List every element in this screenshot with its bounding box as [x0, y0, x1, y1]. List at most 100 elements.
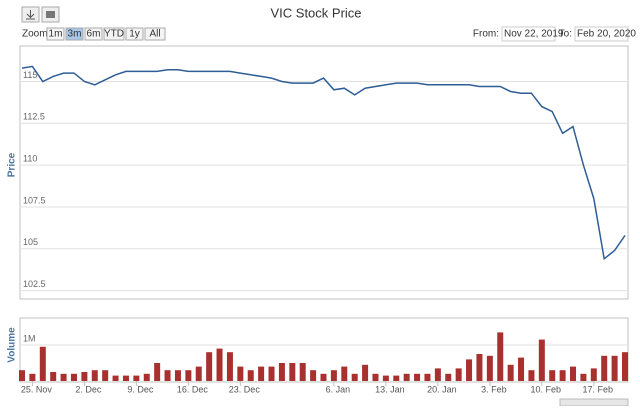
from-label: From:: [473, 29, 499, 40]
volume-bar: [622, 352, 628, 381]
x-tick-label: 16. Dec: [177, 384, 209, 394]
volume-bar: [330, 370, 337, 381]
volume-bar: [81, 372, 88, 381]
volume-bar: [486, 355, 493, 381]
chart-title: VIC Stock Price: [270, 5, 361, 20]
y-tick-label: 112.5: [23, 112, 45, 122]
y-tick-label: 1M: [23, 333, 36, 343]
range-button-label[interactable]: 1m: [49, 29, 63, 40]
volume-bar: [528, 370, 535, 381]
range-button-label[interactable]: 3m: [68, 29, 82, 40]
y-tick-label: 107.5: [23, 195, 46, 205]
volume-bar: [580, 373, 587, 381]
scrollbar[interactable]: [559, 398, 629, 407]
y-tick-label: 102.5: [23, 279, 46, 289]
volume-bar: [310, 370, 317, 381]
print-icon: [46, 11, 55, 18]
volume-bar: [174, 370, 181, 381]
to-date[interactable]: Feb 20, 2020: [577, 29, 636, 40]
volume-bar: [154, 363, 161, 381]
range-button[interactable]: [103, 27, 125, 41]
volume-bar: [289, 363, 296, 381]
volume-pane: [19, 317, 629, 383]
to-label: To:: [559, 29, 572, 40]
range-button[interactable]: [84, 27, 103, 41]
x-tick-label: 20. Jan: [427, 384, 457, 394]
volume-bar: [247, 370, 254, 381]
export-buttons[interactable]: [21, 6, 60, 23]
range-button[interactable]: [144, 27, 166, 41]
price-line: [21, 65, 626, 261]
x-tick-label: 13. Jan: [375, 384, 405, 394]
volume-bar: [133, 375, 140, 381]
x-tick-label: 3. Feb: [481, 384, 507, 394]
volume-bar: [143, 373, 150, 381]
volume-bar: [507, 364, 514, 381]
volume-bar: [445, 373, 452, 381]
volume-bar: [112, 375, 119, 381]
x-tick-label: 23. Dec: [229, 384, 261, 394]
volume-bar: [258, 366, 265, 381]
volume-bar: [393, 375, 400, 381]
range-buttons: 1m 3m 6m YTD 1y All: [46, 27, 166, 41]
volume-bar: [320, 373, 327, 381]
x-tick-label: 25. Nov: [21, 384, 53, 394]
volume-bar: [299, 363, 306, 381]
x-tick-label: 6. Jan: [326, 384, 351, 394]
volume-bar: [403, 373, 410, 381]
volume-bar: [122, 375, 129, 381]
volume-bar: [29, 373, 36, 381]
volume-bar: [611, 355, 618, 381]
y-axis-title: Price: [7, 152, 18, 177]
range-button-label[interactable]: All: [149, 29, 160, 40]
from-input[interactable]: [501, 26, 556, 42]
y-tick-label: 110: [23, 154, 37, 164]
volume-bar: [60, 373, 67, 381]
volume-bar: [497, 332, 504, 381]
y-axis-title: Volume: [7, 327, 18, 363]
volume-bar: [476, 354, 483, 381]
volume-bar: [590, 368, 597, 381]
range-button[interactable]: [125, 27, 144, 41]
volume-bar: [570, 366, 577, 381]
range-button-label[interactable]: 6m: [87, 29, 101, 40]
y-tick-label: 115: [23, 70, 37, 80]
volume-bar: [351, 373, 358, 381]
range-button[interactable]: [46, 27, 65, 41]
volume-bar: [278, 363, 285, 381]
volume-bar: [341, 366, 348, 381]
range-button-label[interactable]: 1y: [129, 29, 140, 40]
volume-bar: [538, 339, 545, 381]
volume-bar: [91, 370, 98, 381]
volume-bar: [102, 370, 109, 381]
x-tick-label: 17. Feb: [583, 384, 614, 394]
volume-bar: [414, 373, 421, 381]
volume-bar: [372, 373, 379, 381]
download-icon: [26, 10, 35, 20]
range-button[interactable]: [65, 27, 84, 41]
volume-bar: [549, 370, 556, 381]
volume-bar: [39, 346, 46, 381]
volume-bar: [50, 372, 57, 381]
volume-bar: [237, 366, 244, 381]
from-date[interactable]: Nov 22, 2019: [504, 29, 564, 40]
volume-bar: [382, 375, 389, 381]
volume-bar: [601, 355, 608, 381]
y-tick-label: 105: [23, 237, 38, 247]
volume-bar: [434, 368, 441, 381]
x-tick-label: 2. Dec: [75, 384, 102, 394]
volume-bar: [424, 373, 431, 381]
volume-bar: [268, 366, 275, 381]
volume-bar: [466, 359, 473, 381]
x-tick-label: 9. Dec: [127, 384, 154, 394]
zoom-label: Zoom: [22, 29, 48, 40]
volume-bar: [362, 364, 369, 381]
to-input[interactable]: [574, 26, 629, 42]
range-button-label[interactable]: YTD: [104, 29, 124, 40]
volume-bar: [455, 368, 462, 381]
volume-bar: [518, 357, 525, 381]
x-tick-label: 10. Feb: [531, 384, 562, 394]
